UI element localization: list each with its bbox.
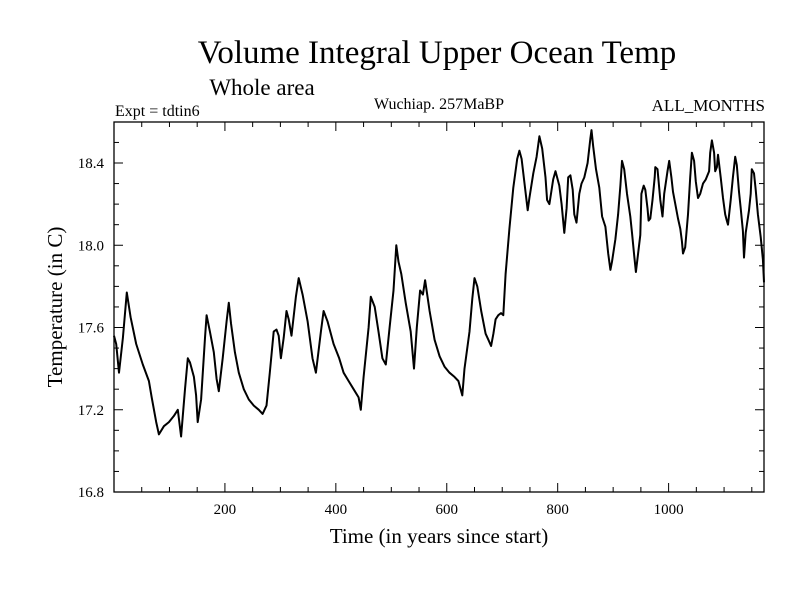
y-tick-label: 17.6 bbox=[78, 321, 105, 337]
x-tick-label: 600 bbox=[436, 502, 459, 518]
x-tick-label: 1000 bbox=[654, 502, 684, 518]
y-tick-label: 18.0 bbox=[78, 238, 104, 254]
months-label: ALL_MONTHS bbox=[652, 96, 765, 115]
x-axis-label: Time (in years since start) bbox=[330, 524, 549, 548]
x-tick-label: 800 bbox=[546, 502, 569, 518]
y-tick-labels: 16.8 17.2 17.6 18.0 18.4 bbox=[78, 156, 105, 501]
x-tick-label: 400 bbox=[325, 502, 348, 518]
chart-subtitle: Whole area bbox=[209, 75, 314, 100]
y-tick-label: 16.8 bbox=[78, 485, 104, 501]
x-tick-labels: 200 400 600 800 1000 bbox=[214, 502, 684, 518]
experiment-label: Expt = tdtin6 bbox=[115, 103, 200, 120]
x-tick-label: 200 bbox=[214, 502, 237, 518]
y-tick-label: 17.2 bbox=[78, 403, 104, 419]
series-group bbox=[113, 129, 765, 438]
plot-frame bbox=[113, 121, 765, 493]
period-label: Wuchiap. 257MaBP bbox=[374, 96, 504, 113]
y-axis-label: Temperature (in C) bbox=[43, 227, 67, 388]
temperature-series-line bbox=[113, 129, 765, 438]
axis-ticks bbox=[114, 122, 764, 492]
chart-title: Volume Integral Upper Ocean Temp bbox=[198, 35, 676, 71]
y-tick-label: 18.4 bbox=[78, 156, 105, 172]
